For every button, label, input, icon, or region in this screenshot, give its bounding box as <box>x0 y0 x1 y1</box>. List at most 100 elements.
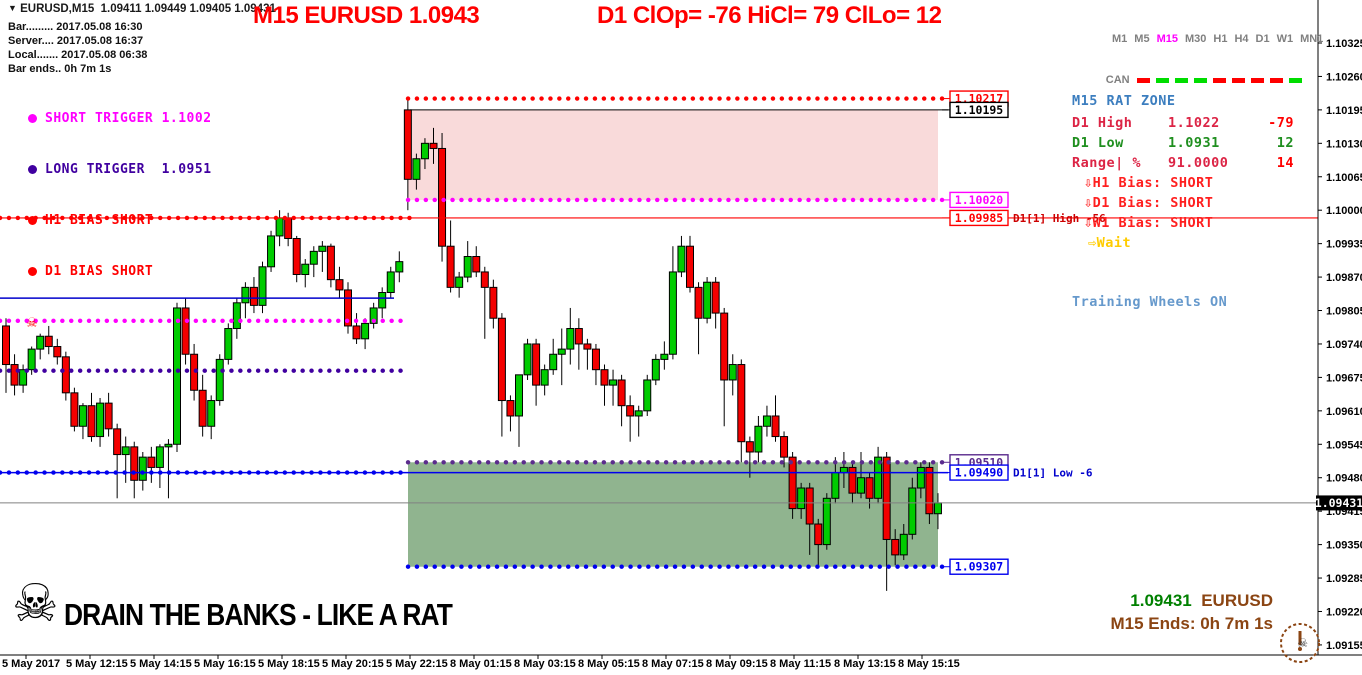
candle-body-down <box>865 477 874 499</box>
candle-body-up <box>241 286 250 304</box>
sell-rat-zone <box>408 109 938 200</box>
current-price-box <box>1316 495 1362 511</box>
candle-body-up <box>207 400 216 427</box>
candle-body-up <box>378 292 387 309</box>
candle-body-down <box>344 289 352 327</box>
candle-body-down <box>497 317 506 402</box>
timeframe-button-D1[interactable]: D1 <box>1255 33 1270 45</box>
candle-body-down <box>249 286 258 306</box>
long-trigger-bullet-icon <box>28 165 37 174</box>
timeframe-button-M30[interactable]: M30 <box>1184 33 1207 45</box>
candle-body-up <box>309 250 318 265</box>
candle-body-down <box>113 428 122 456</box>
svg-text:1.09805: 1.09805 <box>1326 306 1362 318</box>
can-dash-1 <box>1155 78 1169 83</box>
candle-body-up <box>916 466 925 489</box>
candle-body-up <box>164 443 173 448</box>
candle-body-down <box>53 346 62 358</box>
training-wheels-label: Training Wheels ON <box>1072 294 1228 310</box>
candle-body-up <box>515 374 523 417</box>
can-dash-7 <box>1269 78 1283 83</box>
timeframe-button-M1[interactable]: M1 <box>1112 33 1128 45</box>
chart-title: M15 EURUSD 1.0943 <box>253 2 480 29</box>
symbol-dropdown-icon[interactable]: ▼ <box>8 3 17 13</box>
candle-body-up <box>908 487 917 535</box>
can-dashes <box>1136 70 1308 87</box>
svg-text:1.10065: 1.10065 <box>1326 172 1362 184</box>
candle-body-down <box>181 307 190 355</box>
candle-body-up <box>27 348 36 371</box>
candle-body-up <box>540 369 549 386</box>
candle-body-down <box>626 405 635 417</box>
candle-body-down <box>848 466 857 494</box>
svg-text:1.09675: 1.09675 <box>1326 372 1362 384</box>
candle-body-up <box>677 245 686 273</box>
timeframe-button-MN1[interactable]: MN1 <box>1300 33 1324 45</box>
timeframe-button-M15[interactable]: M15 <box>1156 33 1178 45</box>
down-arrow-icon: ⇩ <box>1084 215 1093 231</box>
candle-body-up <box>386 271 395 294</box>
candle-body-up <box>643 379 652 412</box>
candle-body-down <box>882 456 891 540</box>
candle-body-down <box>2 325 10 366</box>
svg-text:8 May 15:15: 8 May 15:15 <box>898 658 960 670</box>
candle-body-down <box>805 487 814 525</box>
timeframe-button-W1[interactable]: W1 <box>1276 33 1294 45</box>
candle-body-down <box>147 456 156 468</box>
candle-body-down <box>694 286 703 319</box>
svg-text:5 May 12:15: 5 May 12:15 <box>66 658 128 670</box>
d1-prev-low-line-price-label <box>949 464 1009 481</box>
bar-timer-clock-icon: ☠ <box>1260 602 1320 663</box>
svg-text:8 May 01:15: 8 May 01:15 <box>450 658 512 670</box>
d1-bias-label: D1 BIAS SHORT <box>45 264 154 279</box>
short-trigger-line-price-label <box>949 191 1009 209</box>
legend-skull-icon: ☠ <box>26 315 38 330</box>
candle-body-up <box>523 343 532 376</box>
svg-text:1.10000: 1.10000 <box>1326 205 1362 217</box>
candle-body-up <box>651 358 660 381</box>
candle-body-down <box>506 400 515 417</box>
h1-bias-bullet-icon <box>28 216 37 225</box>
svg-text:1.10325: 1.10325 <box>1326 38 1362 50</box>
w1-bias-row: ⇩W1 Bias: SHORT <box>1084 215 1214 231</box>
timeframe-button-H1[interactable]: H1 <box>1213 33 1228 45</box>
d1-bias-bullet-icon <box>28 267 37 276</box>
candle-body-up <box>566 328 575 350</box>
short-trigger-bullet-icon <box>28 114 37 123</box>
svg-text:8 May 07:15: 8 May 07:15 <box>642 658 704 670</box>
candle-body-down <box>532 343 541 386</box>
timeframe-button-H4[interactable]: H4 <box>1234 33 1249 45</box>
rat-zone-title: M15 RAT ZONE <box>1072 93 1176 109</box>
candle-body-up <box>728 364 737 381</box>
range-row: Range| % 91.0000 14 <box>1072 155 1294 171</box>
candle-body-down <box>574 328 583 345</box>
candle-body-down <box>61 356 70 394</box>
footer-countdown: M15 Ends: 0h 7m 1s <box>1110 614 1273 633</box>
candle-body-down <box>446 245 455 288</box>
candle-body-down <box>352 325 361 340</box>
brand-text: DRAIN THE BANKS - LIKE A RAT <box>64 597 453 632</box>
candle-body-up <box>369 307 378 324</box>
can-dash-2 <box>1174 78 1188 83</box>
svg-text:8 May 13:15: 8 May 13:15 <box>834 658 896 670</box>
candle-body-down <box>335 279 344 291</box>
candle-body-up <box>557 348 566 355</box>
bar-ends-label: Bar ends.. 0h 7m 1s <box>8 63 112 75</box>
svg-text:1.09545: 1.09545 <box>1326 439 1362 451</box>
candle-body-down <box>720 312 729 381</box>
timeframe-button-M5[interactable]: M5 <box>1134 33 1150 45</box>
candle-body-up <box>395 261 404 273</box>
candle-body-down <box>472 256 481 273</box>
candle-body-down <box>326 245 335 281</box>
candle-body-down <box>925 466 934 515</box>
svg-text:1.09870: 1.09870 <box>1326 272 1362 284</box>
svg-text:5 May 16:15: 5 May 16:15 <box>194 658 256 670</box>
right-arrow-icon: ⇨ <box>1088 235 1097 251</box>
candle-body-down <box>190 353 199 391</box>
can-dash-6 <box>1250 78 1264 83</box>
candle-body-up <box>797 487 806 510</box>
candle-body-up <box>36 335 45 350</box>
candle-body-down <box>87 405 96 438</box>
candle-body-up <box>839 466 848 474</box>
